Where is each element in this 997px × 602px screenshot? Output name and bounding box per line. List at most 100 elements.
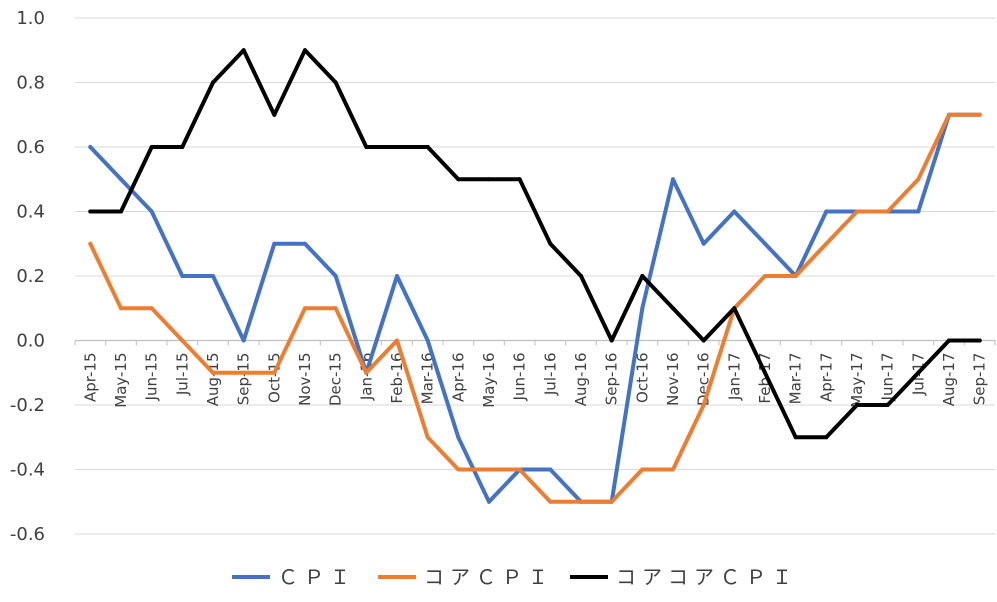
data-point xyxy=(180,145,185,149)
legend-entry: コアコアＣＰＩ xyxy=(570,565,792,589)
data-point xyxy=(855,403,859,407)
data-point xyxy=(763,241,767,246)
data-point xyxy=(149,209,154,214)
x-tick-label: Jul-15 xyxy=(173,353,191,397)
x-tick-label: Apr-16 xyxy=(449,353,467,403)
data-point xyxy=(671,467,675,472)
y-tick-label: -0.6 xyxy=(10,524,45,545)
data-point xyxy=(88,145,93,149)
y-axis-ticks: 1.0 0.8 0.6 0.4 0.2 0.0 -0.2 -0.4 -0.6 xyxy=(10,8,45,545)
data-point xyxy=(241,338,246,343)
legend: ＣＰＩ コアＣＰＩ コアコアＣＰＩ xyxy=(232,565,792,589)
y-tick-label: 0.6 xyxy=(16,137,45,158)
x-tick-label: Jun-17 xyxy=(879,353,897,402)
data-point xyxy=(211,274,215,278)
legend-entry: ＣＰＩ xyxy=(232,565,356,589)
x-tick-label: Aug-15 xyxy=(204,353,222,407)
x-tick-label: Sep-17 xyxy=(971,353,989,406)
series-line xyxy=(88,48,982,440)
data-point xyxy=(824,209,829,214)
y-tick-label: 1.0 xyxy=(16,8,45,29)
x-tick-label: Dec-15 xyxy=(327,353,345,407)
data-point xyxy=(364,145,369,149)
x-tick-label: Jul-16 xyxy=(541,353,559,397)
data-point xyxy=(548,499,553,504)
data-point xyxy=(180,338,185,343)
data-point xyxy=(149,306,154,311)
x-axis-ticks: Apr-15 May-15 Jun-15 Jul-15 Aug-15 Sep-15 Oct-… xyxy=(81,353,988,408)
series-lines xyxy=(88,48,982,504)
x-tick-label: Aug-16 xyxy=(572,353,590,407)
data-point xyxy=(855,209,859,214)
series-line xyxy=(88,112,982,504)
data-point xyxy=(824,241,829,246)
data-point xyxy=(701,338,706,343)
data-point xyxy=(272,112,277,117)
data-point xyxy=(885,209,890,214)
data-point xyxy=(579,499,583,504)
data-point xyxy=(640,274,645,278)
series-line xyxy=(88,112,982,504)
data-point xyxy=(487,499,491,504)
x-tick-label: Sep-16 xyxy=(603,353,621,406)
x-tick-label: Mar-16 xyxy=(419,353,437,405)
y-tick-label: 0.4 xyxy=(16,202,45,223)
data-point xyxy=(272,370,277,375)
y-tick-label: -0.2 xyxy=(10,395,45,416)
data-point xyxy=(793,435,798,440)
data-point xyxy=(456,177,461,182)
legend-entry: コアＣＰＩ xyxy=(378,565,554,589)
data-point xyxy=(333,80,338,85)
data-point xyxy=(303,241,307,246)
data-point xyxy=(977,112,982,117)
data-point xyxy=(364,370,369,375)
x-tick-label: Nov-15 xyxy=(296,353,314,406)
data-point xyxy=(395,145,399,149)
data-point xyxy=(241,48,246,53)
data-point xyxy=(88,241,93,246)
x-tick-label: Feb-16 xyxy=(388,353,406,404)
data-point xyxy=(763,370,767,375)
x-tick-label: Apr-17 xyxy=(817,353,835,403)
data-point xyxy=(456,435,461,440)
data-point xyxy=(425,338,430,343)
data-point xyxy=(640,467,645,472)
data-point xyxy=(671,306,675,311)
x-tick-label: May-17 xyxy=(848,353,866,408)
data-point xyxy=(548,241,553,246)
data-point xyxy=(793,274,798,278)
data-point xyxy=(119,177,123,182)
legend-label: コアＣＰＩ xyxy=(424,565,554,589)
data-point xyxy=(885,403,890,407)
x-tick-label: May-16 xyxy=(480,353,498,408)
data-point xyxy=(947,338,951,343)
data-point xyxy=(180,274,185,278)
data-point xyxy=(916,177,921,182)
y-tick-label: 0.2 xyxy=(16,266,45,287)
data-point xyxy=(701,241,706,246)
data-point xyxy=(272,241,277,246)
series-2 xyxy=(88,112,982,504)
data-point xyxy=(916,209,921,214)
data-point xyxy=(548,467,553,472)
data-point xyxy=(671,177,675,182)
data-point xyxy=(241,370,246,375)
data-point xyxy=(732,209,737,214)
data-point xyxy=(149,145,154,149)
x-tick-label: May-15 xyxy=(112,353,130,408)
data-point xyxy=(395,274,399,278)
x-tick-label: Oct-16 xyxy=(633,353,651,403)
data-point xyxy=(947,112,951,117)
data-point xyxy=(487,177,491,182)
data-point xyxy=(211,370,215,375)
data-point xyxy=(732,306,737,311)
legend-label: ＣＰＩ xyxy=(278,565,356,589)
data-point xyxy=(425,145,430,149)
y-tick-label: -0.4 xyxy=(10,460,45,481)
data-point xyxy=(119,209,123,214)
data-point xyxy=(977,338,982,343)
x-tick-label: Jun-16 xyxy=(511,353,529,402)
data-point xyxy=(303,48,307,53)
